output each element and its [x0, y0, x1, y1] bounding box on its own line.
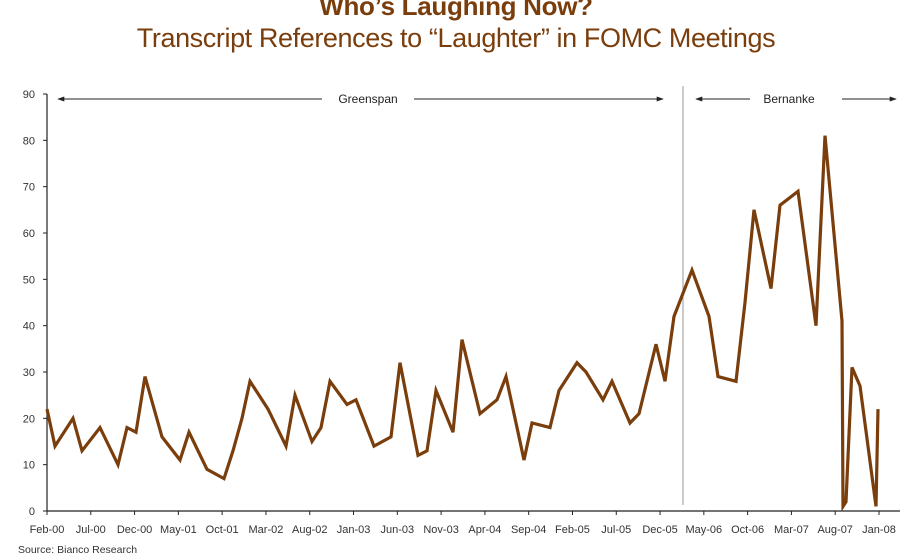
y-tick-label: 90 [23, 89, 35, 101]
x-tick-label: Oct-01 [206, 524, 239, 536]
source-note: Source: Bianco Research [18, 544, 138, 556]
x-tick-label: Oct-06 [731, 524, 764, 536]
x-tick-label: Apr-04 [468, 524, 501, 536]
era-label-bernanke: Bernanke [763, 92, 815, 106]
era-annotations: Greenspan Bernanke [57, 92, 897, 106]
x-tick-label: Mar-07 [774, 524, 809, 536]
y-tick-label: 60 [23, 228, 35, 240]
y-tick-label: 10 [23, 460, 35, 472]
x-tick-label: Jan-03 [337, 524, 371, 536]
x-tick-label: Dec-00 [117, 524, 152, 536]
x-tick-label: Aug-07 [817, 524, 852, 536]
y-tick-label: 70 [23, 182, 35, 194]
y-tick-label: 40 [23, 321, 35, 333]
y-axis: 0 10 20 30 40 50 60 70 80 90 [23, 89, 48, 518]
x-tick-label: Sep-04 [511, 524, 546, 536]
laughter-series-line [45, 135, 880, 512]
x-tick-label: Jul-00 [76, 524, 106, 536]
x-tick-label: Mar-02 [249, 524, 284, 536]
x-tick-label: Feb-00 [30, 524, 65, 536]
y-tick-label: 80 [23, 135, 35, 147]
x-tick-label: Nov-03 [423, 524, 458, 536]
y-tick-label: 30 [23, 367, 35, 379]
x-tick-label: Jan-08 [862, 524, 896, 536]
x-tick-label: Jul-05 [601, 524, 631, 536]
era-label-greenspan: Greenspan [338, 92, 397, 106]
x-tick-label: Aug-02 [292, 524, 327, 536]
y-tick-label: 0 [29, 506, 35, 518]
x-axis: Feb-00 Jul-00 Dec-00 May-01 Oct-01 Mar-02 Aug-… [30, 510, 900, 536]
x-tick-label: May-01 [160, 524, 197, 536]
y-tick-label: 20 [23, 413, 35, 425]
x-tick-label: Jun-03 [380, 524, 414, 536]
x-tick-label: Dec-05 [642, 524, 677, 536]
y-tick-label: 50 [23, 274, 35, 286]
x-tick-label: May-06 [685, 524, 722, 536]
x-tick-label: Feb-05 [555, 524, 590, 536]
chart-subtitle: Transcript References to “Laughter” in F… [136, 23, 776, 53]
chart-title: Who’s Laughing Now? [319, 0, 593, 21]
